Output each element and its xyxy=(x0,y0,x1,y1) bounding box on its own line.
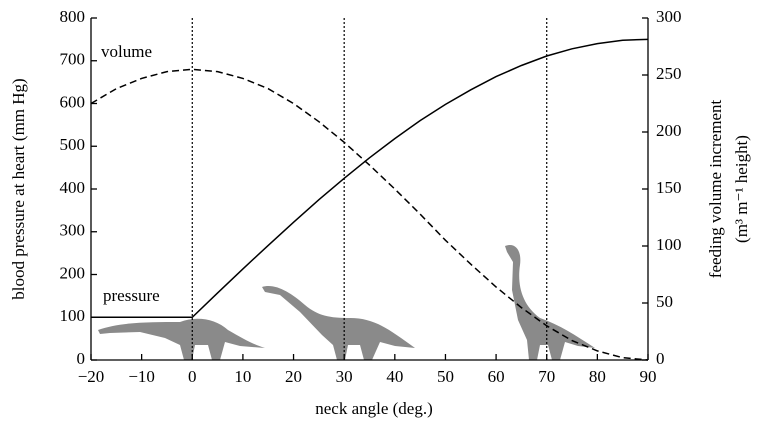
y2-tick-label: 250 xyxy=(656,64,682,83)
line-series xyxy=(91,69,648,360)
x-tick-label: −20 xyxy=(78,367,105,386)
chart: neck angle (deg.) blood pressure at hear… xyxy=(0,0,763,425)
y2-axis-label: (m³ m⁻¹ height) xyxy=(732,135,751,243)
y-tick-label: 500 xyxy=(60,135,86,154)
y-tick-label: 100 xyxy=(60,306,86,325)
y-axis-label: blood pressure at heart (mm Hg) xyxy=(9,78,28,299)
y2-axis-label: feeding volume increment xyxy=(706,100,725,279)
x-tick-label: 60 xyxy=(488,367,505,386)
x-tick-label: 0 xyxy=(188,367,197,386)
x-tick-label: 10 xyxy=(234,367,251,386)
y-tick-label: 700 xyxy=(60,50,86,69)
y2-tick-label: 300 xyxy=(656,7,682,26)
dinosaur-silhouettes xyxy=(98,245,595,360)
x-axis-label: neck angle (deg.) xyxy=(315,399,433,418)
x-tick-label: 90 xyxy=(640,367,657,386)
series-label: pressure xyxy=(103,286,160,305)
y2-tick-label: 150 xyxy=(656,178,682,197)
dinosaur xyxy=(505,245,595,360)
x-tick-label: 30 xyxy=(336,367,353,386)
dinosaur xyxy=(262,286,415,360)
x-tick-label: 40 xyxy=(386,367,403,386)
x-tick-label: 50 xyxy=(437,367,454,386)
y-tick-label: 800 xyxy=(60,7,86,26)
y2-tick-label: 50 xyxy=(656,292,673,311)
y-tick-label: 600 xyxy=(60,92,86,111)
x-tick-label: −10 xyxy=(128,367,155,386)
y-tick-label: 0 xyxy=(77,349,86,368)
x-tick-label: 80 xyxy=(589,367,606,386)
line-series xyxy=(91,39,648,317)
y-tick-label: 200 xyxy=(60,263,86,282)
y2-tick-label: 200 xyxy=(656,121,682,140)
y-tick-label: 300 xyxy=(60,221,86,240)
x-tick-label: 70 xyxy=(538,367,555,386)
y-tick-label: 400 xyxy=(60,178,86,197)
dinosaur xyxy=(98,319,265,360)
series-label: volume xyxy=(101,42,152,61)
y2-tick-label: 100 xyxy=(656,235,682,254)
y2-tick-label: 0 xyxy=(656,349,665,368)
x-tick-label: 20 xyxy=(285,367,302,386)
